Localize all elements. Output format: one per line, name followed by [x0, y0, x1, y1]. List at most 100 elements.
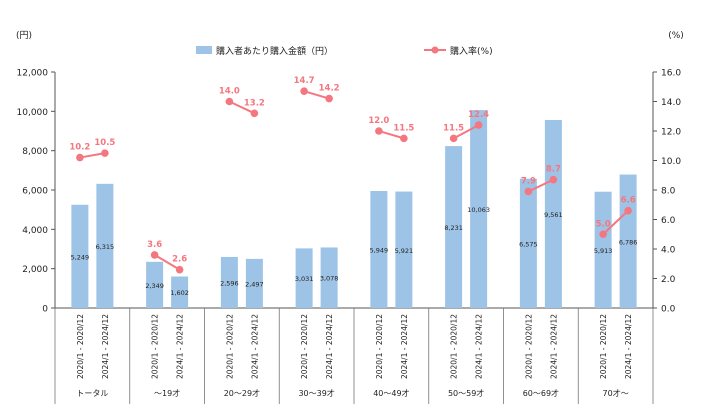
x-period-label: 2020/1 - 2020/12 — [151, 314, 160, 379]
rate-value-label: 5.0 — [596, 219, 611, 229]
y-right-tick-label: 12.0 — [661, 128, 681, 138]
rate-point — [76, 153, 84, 162]
y-left-tick-label: 2,000 — [22, 265, 48, 275]
bar-value-label: 5,921 — [395, 247, 414, 255]
x-period-label: 2020/1 - 2020/12 — [76, 314, 85, 379]
bar-value-label: 10,063 — [467, 206, 490, 214]
rate-value-label: 10.2 — [69, 143, 90, 153]
y-right-tick-label: 0.0 — [661, 305, 676, 315]
legend-bar-label: 購入者あたり購入金額（円） — [216, 45, 333, 57]
x-group-label: トータル — [76, 389, 108, 398]
y-right-tick-label: 10.0 — [661, 157, 681, 167]
y-right-tick-label: 16.0 — [661, 69, 681, 79]
x-group-label: 60～69才 — [523, 388, 559, 398]
rate-line-segment — [378, 130, 405, 140]
x-period-label: 2024/1 - 2024/12 — [624, 314, 633, 379]
rate-point — [524, 187, 533, 196]
rate-point — [375, 127, 383, 135]
bar — [71, 204, 89, 308]
x-group-label: 40～49才 — [373, 388, 409, 398]
bar-value-label: 5,913 — [594, 247, 613, 255]
bar-value-label: 5,949 — [370, 247, 389, 255]
rate-value-label: 6.6 — [621, 196, 636, 206]
rate-point — [300, 87, 308, 95]
rate-value-label: 2.6 — [172, 255, 187, 265]
rate-value-label: 8.7 — [546, 165, 561, 175]
bar — [171, 276, 189, 308]
rate-value-label: 14.0 — [219, 87, 240, 97]
y-left-tick-label: 8,000 — [22, 147, 48, 157]
bar-value-label: 5,249 — [71, 253, 90, 261]
rate-value-label: 11.5 — [443, 123, 464, 133]
x-group-label: 70才～ — [603, 388, 629, 398]
bar — [370, 191, 388, 308]
bar — [470, 110, 488, 308]
x-group-label: 20～29才 — [224, 388, 260, 398]
bar — [320, 247, 338, 308]
rate-point — [474, 121, 483, 129]
bar — [245, 258, 263, 308]
rate-point — [250, 109, 259, 118]
rate-point — [101, 149, 109, 157]
y-left-tick-label: 4,000 — [22, 226, 48, 236]
rate-point — [225, 97, 234, 106]
bar-value-label: 6,786 — [619, 238, 638, 246]
legend-bar-swatch — [196, 46, 212, 54]
rate-point — [150, 251, 159, 259]
rate-line-segment — [602, 209, 629, 235]
rate-value-label: 14.2 — [319, 84, 340, 94]
bar — [619, 174, 637, 308]
x-period-label: 2024/1 - 2024/12 — [400, 314, 409, 379]
legend-line-label: 購入率(%) — [450, 45, 493, 57]
y-left-tick-label: 12,000 — [17, 69, 49, 79]
x-period-label: 2020/1 - 2020/12 — [300, 314, 309, 379]
bar-value-label: 2,349 — [145, 282, 164, 290]
rate-point — [400, 134, 408, 143]
y-right-tick-label: 14.0 — [661, 98, 681, 108]
bar — [544, 119, 562, 308]
bar — [395, 191, 413, 308]
bar — [445, 146, 463, 308]
x-period-label: 2024/1 - 2024/12 — [250, 314, 259, 379]
x-group-label: 50～59才 — [448, 388, 484, 398]
rate-value-label: 3.6 — [147, 240, 162, 250]
bar-value-label: 1,602 — [170, 289, 189, 297]
rate-value-label: 7.9 — [521, 176, 536, 186]
rate-point — [549, 175, 558, 184]
bar-value-label: 6,575 — [519, 240, 538, 248]
x-period-label: 2024/1 - 2024/12 — [549, 314, 558, 379]
rate-line-segment — [228, 100, 255, 115]
bar-value-label: 3,031 — [295, 275, 314, 283]
rate-value-label: 10.5 — [94, 138, 115, 148]
bar-value-label: 8,231 — [444, 224, 463, 232]
x-period-label: 2024/1 - 2024/12 — [325, 314, 334, 379]
rate-point — [599, 230, 607, 239]
rate-value-label: 13.2 — [244, 98, 265, 108]
x-group-label: 30～39才 — [298, 388, 334, 398]
bar — [220, 256, 238, 308]
rate-line-segment — [154, 254, 181, 271]
rate-line-segment — [453, 124, 480, 140]
x-period-label: 2024/1 - 2024/12 — [176, 314, 185, 379]
rate-value-label: 12.0 — [368, 116, 389, 126]
rate-line-segment — [303, 90, 330, 100]
legend-line-marker — [431, 46, 439, 54]
x-period-label: 2024/1 - 2024/12 — [475, 314, 484, 379]
x-group-label: ～19才 — [154, 388, 180, 398]
rate-point — [449, 134, 458, 143]
y-right-tick-label: 8.0 — [661, 187, 676, 197]
bar — [146, 261, 164, 308]
y-left-tick-label: 0 — [42, 305, 48, 315]
x-period-label: 2020/1 - 2020/12 — [524, 314, 533, 379]
x-period-label: 2020/1 - 2020/12 — [225, 314, 234, 379]
x-period-label: 2020/1 - 2020/12 — [599, 314, 608, 379]
rate-point — [175, 265, 184, 274]
bar — [594, 191, 612, 308]
rate-line-segment — [527, 178, 554, 193]
y-right-tick-label: 6.0 — [661, 216, 676, 226]
rate-point — [325, 94, 333, 103]
rate-value-label: 14.7 — [294, 76, 315, 86]
bar-value-label: 3,078 — [320, 275, 339, 283]
rate-value-label: 11.5 — [393, 123, 414, 133]
